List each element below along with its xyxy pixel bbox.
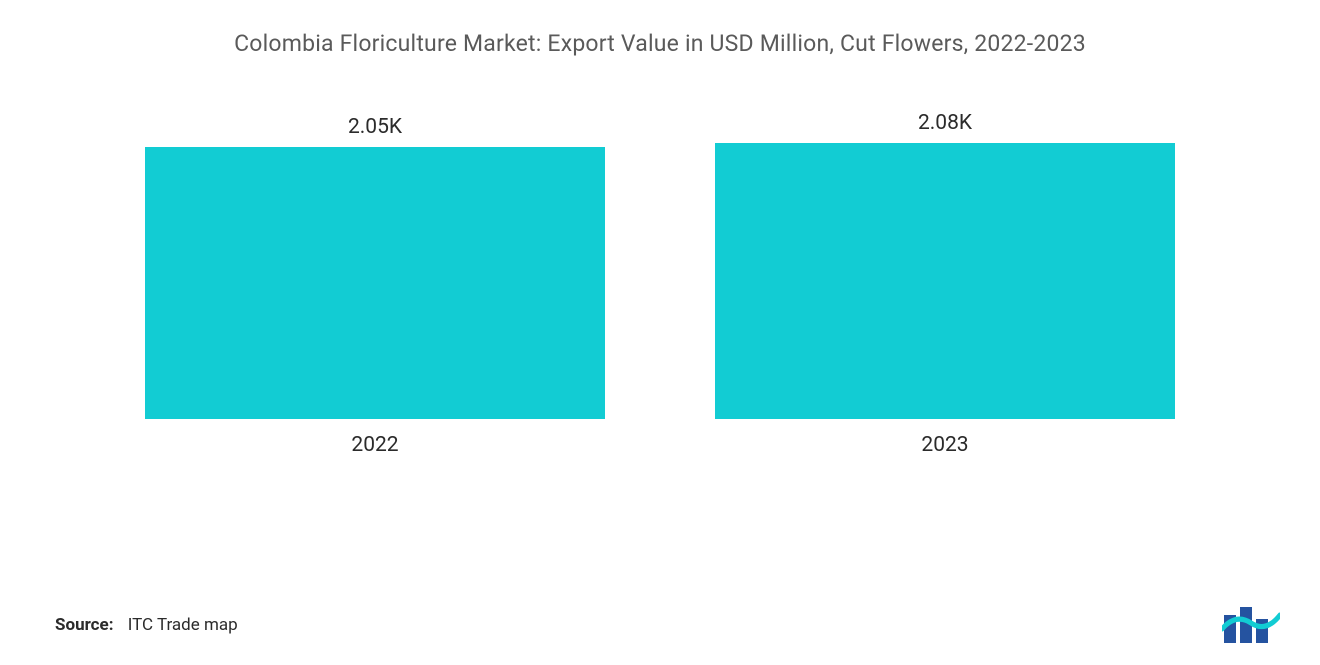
chart-title: Colombia Floriculture Market: Export Val… — [50, 30, 1270, 57]
bar-2023 — [715, 143, 1175, 419]
chart-container: Colombia Floriculture Market: Export Val… — [0, 0, 1320, 665]
source-label: Source: — [55, 615, 113, 635]
bars-row: 2.05K 2022 2.08K 2023 — [50, 117, 1270, 457]
source-attribution: Source: ITC Trade map — [55, 615, 238, 635]
bar-group-2022: 2.05K 2022 — [145, 115, 605, 457]
bar-value-label: 2.05K — [348, 115, 402, 139]
bar-2022 — [145, 147, 605, 419]
source-text: ITC Trade map — [128, 615, 238, 635]
mordor-logo-icon — [1222, 605, 1280, 643]
bar-group-2023: 2.08K 2023 — [715, 111, 1175, 457]
bar-category-label: 2022 — [351, 433, 398, 457]
bar-value-label: 2.08K — [918, 111, 972, 135]
plot-area: 2.05K 2022 2.08K 2023 — [50, 117, 1270, 567]
bar-category-label: 2023 — [921, 433, 968, 457]
